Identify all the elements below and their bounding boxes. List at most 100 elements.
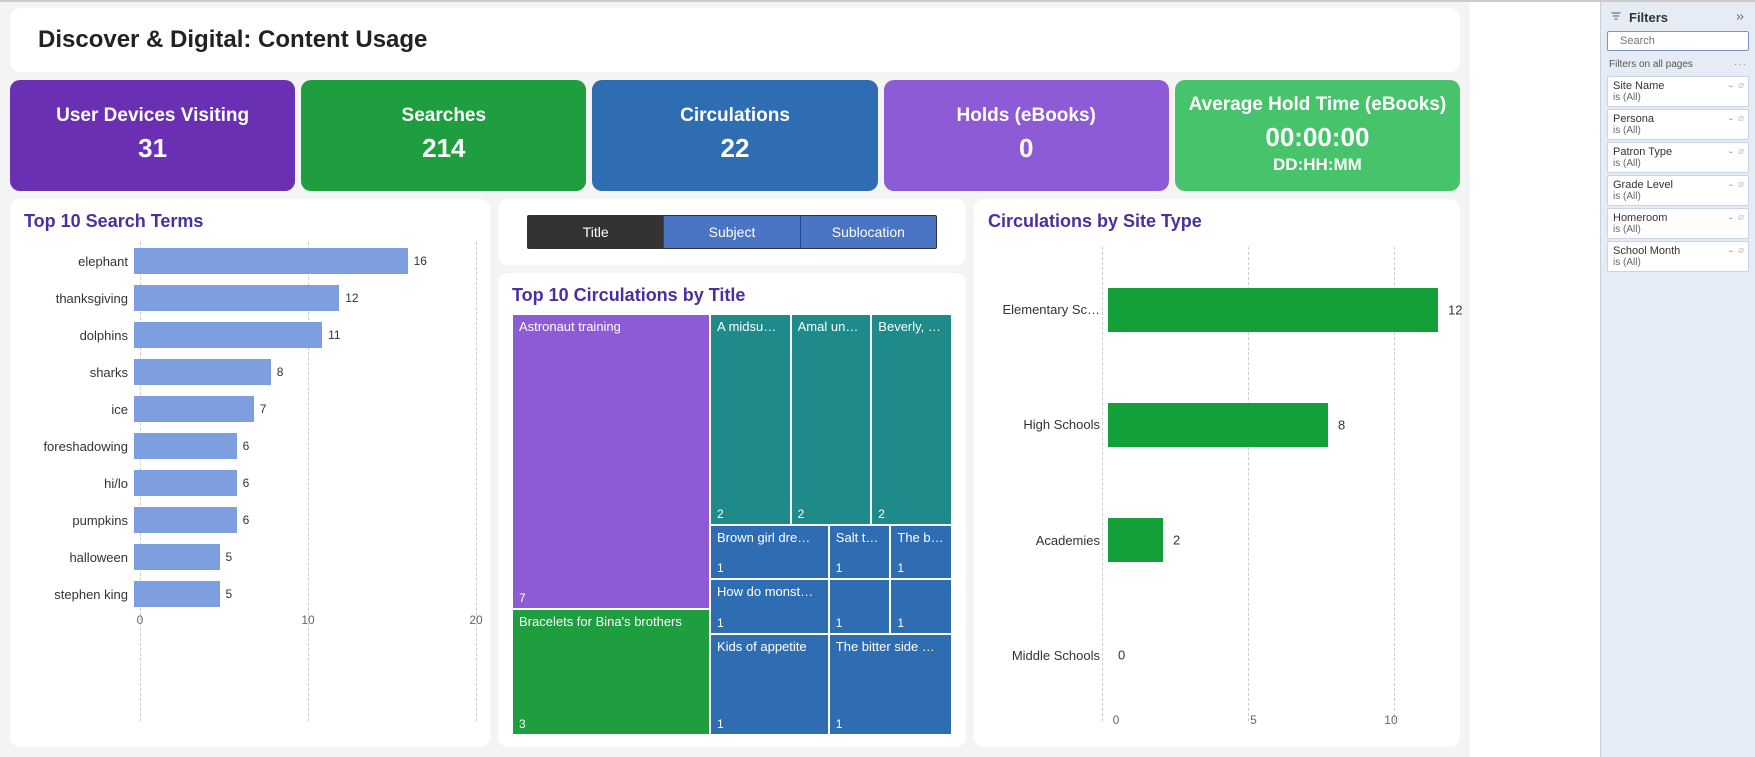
clear-filter-icon[interactable]: ⌀	[1738, 212, 1744, 223]
search-term-bar: 7	[134, 396, 254, 422]
search-term-bar-track: 5	[134, 581, 476, 607]
treemap-cell[interactable]: A midsu… 2	[710, 314, 791, 525]
site-type-chart[interactable]: Elementary Sc… 12 High Schools 8 Academi…	[988, 240, 1446, 735]
search-term-label: dolphins	[24, 328, 134, 343]
collapse-filters-icon[interactable]	[1733, 10, 1747, 25]
filter-card-icons: ⌄ ⌀	[1727, 80, 1744, 91]
site-type-bar: 2	[1108, 518, 1163, 562]
filter-value: is (All)	[1613, 125, 1743, 136]
treemap-cell-label: Brown girl dre…	[717, 530, 822, 545]
search-term-row[interactable]: pumpkins 6	[24, 505, 476, 535]
search-term-bar-track: 16	[134, 248, 476, 274]
filter-card-icons: ⌄ ⌀	[1727, 212, 1744, 223]
search-term-row[interactable]: elephant 16	[24, 246, 476, 276]
search-term-label: thanksgiving	[24, 291, 134, 306]
search-term-bar-track: 7	[134, 396, 476, 422]
treemap-cell[interactable]: Beverly, … 2	[871, 314, 952, 525]
treemap-cell[interactable]: Astronaut training 7	[512, 314, 710, 609]
treemap-cell-label: The b…	[897, 530, 945, 545]
site-type-row[interactable]: Middle Schools 0	[988, 627, 1438, 683]
clear-filter-icon[interactable]: ⌀	[1738, 80, 1744, 91]
segmented-control[interactable]: TitleSubjectSublocation	[527, 215, 937, 249]
chevron-down-icon[interactable]: ⌄	[1727, 247, 1735, 254]
search-term-row[interactable]: sharks 8	[24, 357, 476, 387]
kpi-card-2[interactable]: Circulations 22	[592, 80, 877, 191]
treemap-cell[interactable]: Amal un… 2	[791, 314, 872, 525]
kpi-value: 214	[309, 133, 578, 164]
page-title: Discover & Digital: Content Usage	[38, 26, 1432, 54]
treemap-cell[interactable]: Kids of appetite 1	[710, 634, 829, 735]
kpi-card-3[interactable]: Holds (eBooks) 0	[884, 80, 1169, 191]
site-type-row[interactable]: Elementary Sc… 12	[988, 282, 1438, 338]
treemap-cell[interactable]: How do monst… 1	[710, 579, 829, 634]
chevron-down-icon[interactable]: ⌄	[1727, 115, 1735, 122]
clear-filter-icon[interactable]: ⌀	[1738, 113, 1744, 124]
kpi-label: User Devices Visiting	[18, 105, 287, 127]
clear-filter-icon[interactable]: ⌀	[1738, 179, 1744, 190]
more-icon[interactable]: ···	[1734, 59, 1747, 70]
treemap-chart[interactable]: Astronaut training 7Bracelets for Bina's…	[512, 314, 952, 735]
search-term-row[interactable]: thanksgiving 12	[24, 283, 476, 313]
search-term-row[interactable]: stephen king 5	[24, 579, 476, 609]
treemap-cell[interactable]: The b… 1	[890, 525, 952, 580]
filter-card[interactable]: Patron Type is (All) ⌄ ⌀	[1607, 142, 1749, 173]
treemap-cell-label: Bracelets for Bina's brothers	[519, 614, 703, 629]
kpi-card-4[interactable]: Average Hold Time (eBooks) 00:00:00DD:HH…	[1175, 80, 1460, 191]
search-term-row[interactable]: hi/lo 6	[24, 468, 476, 498]
seg-btn-title[interactable]: Title	[528, 216, 663, 248]
clear-filter-icon[interactable]: ⌀	[1738, 146, 1744, 157]
kpi-row: User Devices Visiting 31Searches 214Circ…	[10, 80, 1460, 191]
seg-btn-sublocation[interactable]: Sublocation	[800, 216, 936, 248]
treemap-cell-value: 1	[897, 561, 904, 575]
kpi-label: Average Hold Time (eBooks)	[1183, 94, 1452, 116]
filter-name: Grade Level	[1613, 179, 1743, 191]
filters-section-label: Filters on all pages ···	[1605, 57, 1751, 74]
treemap-cell[interactable]: Bracelets for Bina's brothers 3	[512, 609, 710, 735]
seg-btn-subject[interactable]: Subject	[663, 216, 799, 248]
search-term-row[interactable]: halloween 5	[24, 542, 476, 572]
filters-header-label: Filters	[1629, 10, 1727, 25]
search-term-value: 6	[243, 476, 250, 490]
site-type-row[interactable]: Academies 2	[988, 512, 1438, 568]
axis-tick: 20	[469, 613, 482, 627]
treemap-cell[interactable]: Salt t… 1	[829, 525, 891, 580]
treemap-cell[interactable]: The bitter side … 1	[829, 634, 952, 735]
search-term-bar-track: 5	[134, 544, 476, 570]
dashboard-main: Discover & Digital: Content Usage User D…	[0, 0, 1470, 757]
chevron-down-icon[interactable]: ⌄	[1727, 214, 1735, 221]
treemap-cell-value: 1	[717, 717, 724, 731]
filters-search-input[interactable]	[1620, 35, 1755, 47]
treemap-cell-label: Astronaut training	[519, 319, 703, 334]
filter-card[interactable]: Grade Level is (All) ⌄ ⌀	[1607, 175, 1749, 206]
filter-card[interactable]: School Month is (All) ⌄ ⌀	[1607, 241, 1749, 272]
treemap-cell[interactable]: Brown girl dre… 1	[710, 525, 829, 580]
search-term-row[interactable]: dolphins 11	[24, 320, 476, 350]
search-term-row[interactable]: foreshadowing 6	[24, 431, 476, 461]
treemap-cell[interactable]: 1	[890, 579, 952, 634]
clear-filter-icon[interactable]: ⌀	[1738, 245, 1744, 256]
treemap-cell-value: 3	[519, 717, 526, 731]
filter-card[interactable]: Site Name is (All) ⌄ ⌀	[1607, 76, 1749, 107]
filters-search-box[interactable]	[1607, 31, 1749, 51]
site-type-value: 0	[1118, 648, 1125, 663]
kpi-sub: DD:HH:MM	[1183, 155, 1452, 175]
search-term-label: ice	[24, 402, 134, 417]
search-terms-chart[interactable]: elephant 16 thanksgiving 12 dolphins 11 …	[24, 240, 476, 735]
kpi-card-0[interactable]: User Devices Visiting 31	[10, 80, 295, 191]
search-term-bar: 11	[134, 322, 322, 348]
kpi-card-1[interactable]: Searches 214	[301, 80, 586, 191]
site-type-value: 2	[1173, 533, 1180, 548]
chevron-down-icon[interactable]: ⌄	[1727, 82, 1735, 89]
search-term-label: pumpkins	[24, 513, 134, 528]
search-term-bar: 5	[134, 581, 220, 607]
filter-card[interactable]: Homeroom is (All) ⌄ ⌀	[1607, 208, 1749, 239]
chevron-down-icon[interactable]: ⌄	[1727, 148, 1735, 155]
treemap-cell[interactable]: 1	[829, 579, 891, 634]
search-term-row[interactable]: ice 7	[24, 394, 476, 424]
chevron-down-icon[interactable]: ⌄	[1727, 181, 1735, 188]
filter-value: is (All)	[1613, 224, 1743, 235]
search-term-label: hi/lo	[24, 476, 134, 491]
site-type-row[interactable]: High Schools 8	[988, 397, 1438, 453]
filter-list: Site Name is (All) ⌄ ⌀ Persona is (All) …	[1605, 74, 1751, 274]
filter-card[interactable]: Persona is (All) ⌄ ⌀	[1607, 109, 1749, 140]
